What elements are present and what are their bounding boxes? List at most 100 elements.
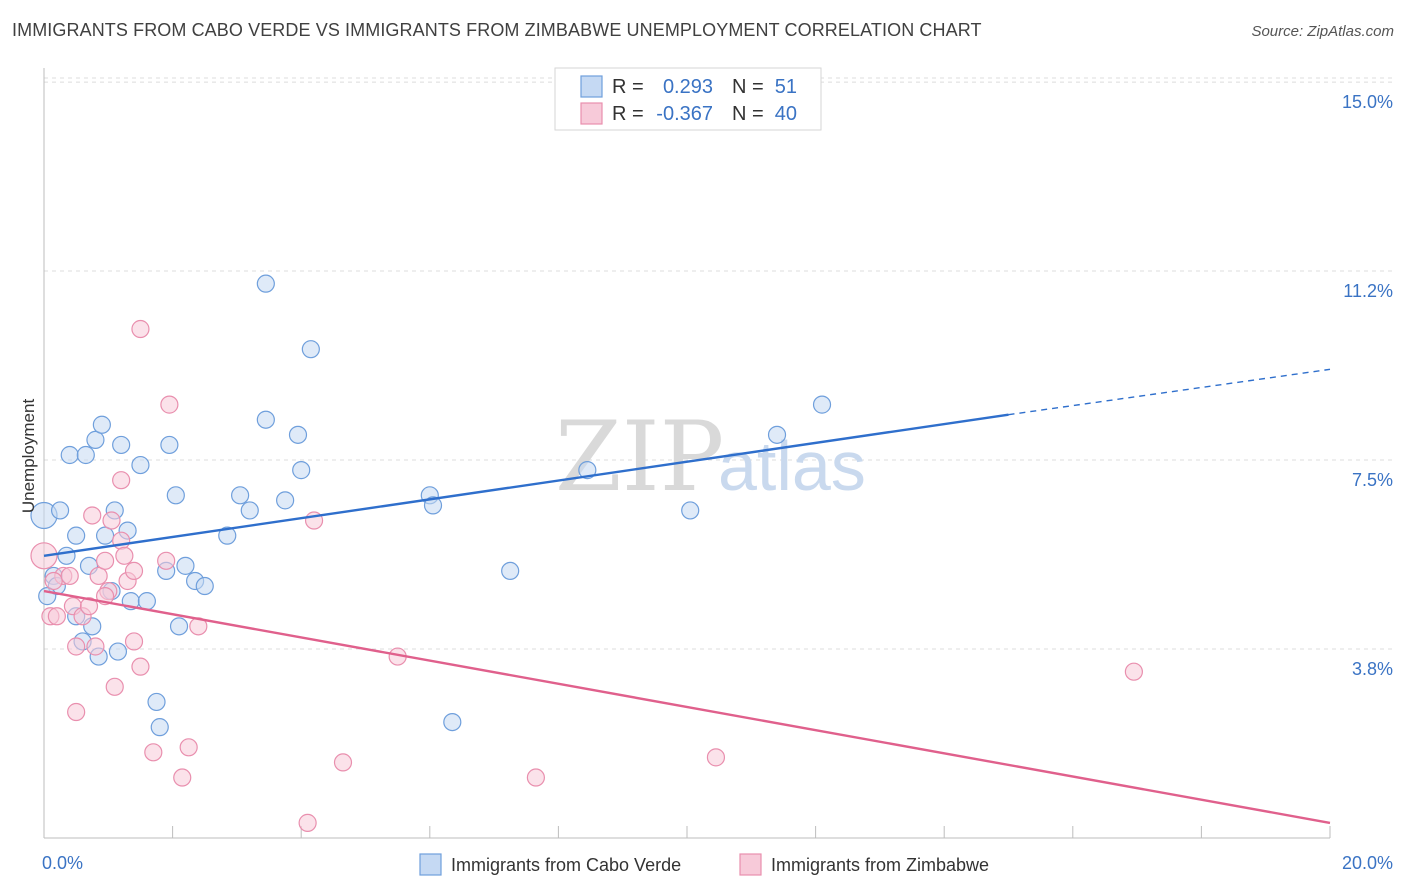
x-tick-label: 0.0% [42,853,83,873]
bottom-legend-label-cabo-verde: Immigrants from Cabo Verde [451,855,681,875]
legend-swatch-cabo-verde [580,75,603,98]
point-cabo-verde [195,576,214,596]
legend-n-value-cabo-verde: 51 [775,76,797,98]
point-cabo-verde [76,445,95,465]
point-cabo-verde [176,556,195,575]
point-cabo-verde [137,592,156,611]
y-tick-label: 3.8% [1352,659,1393,679]
point-zimbabwe [105,677,124,696]
point-zimbabwe [44,571,63,591]
point-cabo-verde [240,501,259,520]
point-cabo-verde [767,425,787,444]
legend-r-value-zimbabwe: -0.367 [656,103,713,125]
trend-line-zimbabwe [43,589,1331,825]
point-zimbabwe [179,738,198,757]
point-zimbabwe [112,471,131,490]
point-cabo-verde [301,340,320,359]
gridlines [44,77,1394,650]
point-zimbabwe [124,632,144,651]
point-zimbabwe [89,566,108,586]
point-cabo-verde [256,410,275,429]
point-cabo-verde [86,430,105,449]
point-zimbabwe [79,597,99,616]
top-legend: R = 0.293 N = 51 R = -0.367 N = 40 [554,67,822,131]
data-points [30,274,1143,832]
point-zimbabwe [298,813,317,832]
point-cabo-verde [256,274,275,293]
x-tick-label: 20.0% [1342,853,1393,873]
bottom-legend-swatch-cabo-verde [419,853,442,876]
point-zimbabwe [86,637,105,656]
point-cabo-verde [292,461,311,480]
point-cabo-verde [231,486,250,505]
point-cabo-verde [276,491,295,510]
point-cabo-verde [57,546,76,565]
tick-labels: 3.8% 7.5% 11.2% 15.0% 0.0% 20.0% [42,92,1393,873]
point-zimbabwe [1124,662,1143,681]
trend-line-cabo-verde [43,413,1009,557]
point-cabo-verde [95,526,115,545]
point-cabo-verde [812,395,832,414]
point-cabo-verde [131,455,150,475]
point-cabo-verde [92,415,111,434]
y-tick-label: 15.0% [1342,92,1393,112]
point-cabo-verde [218,526,237,545]
point-zimbabwe [160,395,179,414]
point-zimbabwe [67,702,86,722]
trend-line-cabo-verde-extension [1008,368,1331,416]
point-zimbabwe [83,506,102,525]
point-zimbabwe [67,637,86,656]
point-zimbabwe [173,768,192,787]
point-cabo-verde [169,617,189,636]
y-tick-label: 7.5% [1352,470,1393,490]
point-cabo-verde [50,501,70,520]
point-cabo-verde [443,712,462,732]
point-cabo-verde [288,425,308,444]
point-zimbabwe [102,511,121,530]
source-label: Source: ZipAtlas.com [1251,23,1394,40]
point-cabo-verde [160,435,179,455]
watermark: ZIP atlas [555,401,866,513]
bottom-legend-swatch-zimbabwe [739,853,762,876]
point-cabo-verde [681,501,700,520]
y-tick-label: 11.2% [1343,281,1393,301]
point-zimbabwe [144,743,163,762]
watermark-zip: ZIP [555,401,724,513]
chart-title: IMMIGRANTS FROM CABO VERDE VS IMMIGRANTS… [12,20,982,40]
bottom-legend-label-zimbabwe: Immigrants from Zimbabwe [771,855,989,875]
point-cabo-verde [166,486,185,505]
point-zimbabwe [115,546,134,565]
point-cabo-verde [501,561,520,581]
legend-n-label: N = [732,103,764,125]
point-zimbabwe [95,551,115,570]
point-zimbabwe [131,319,150,339]
legend-n-value-zimbabwe: 40 [775,103,797,125]
point-zimbabwe [124,561,144,581]
point-zimbabwe [157,551,176,570]
point-cabo-verde [60,445,79,465]
point-zimbabwe [706,748,726,767]
point-cabo-verde [67,526,86,545]
point-zimbabwe [131,657,150,676]
point-zimbabwe [60,566,79,586]
legend-r-label: R = [612,76,644,98]
point-cabo-verde [112,435,131,455]
y-axis-title: Unemployment [19,399,38,514]
point-cabo-verde [38,587,57,606]
bottom-legend: Immigrants from Cabo Verde Immigrants fr… [419,853,989,876]
point-zimbabwe [112,531,131,550]
point-cabo-verde [578,461,597,480]
trend-lines [43,368,1331,825]
point-zimbabwe [333,753,353,772]
legend-swatch-zimbabwe [580,102,603,125]
point-cabo-verde [150,718,169,737]
point-cabo-verde [108,642,128,661]
legend-r-label: R = [612,103,644,125]
legend-n-label: N = [732,76,764,98]
point-zimbabwe [47,607,66,626]
point-cabo-verde [147,692,166,712]
point-cabo-verde [423,496,443,515]
legend-r-value-cabo-verde: 0.293 [663,76,713,98]
point-zimbabwe [526,768,545,787]
